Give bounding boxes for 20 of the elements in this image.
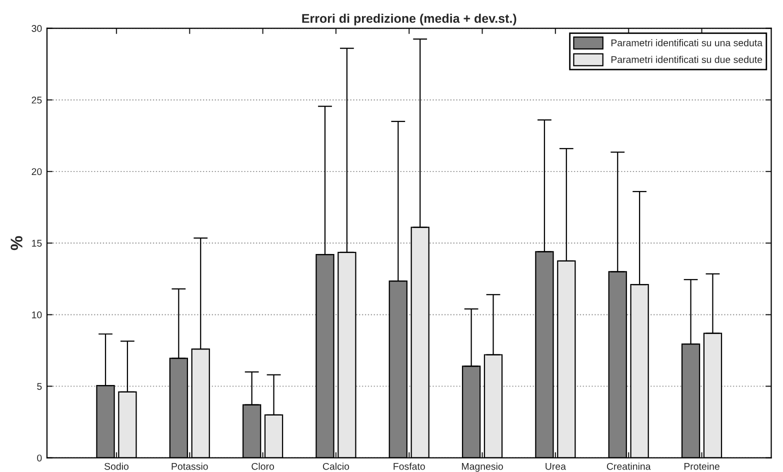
x-tick-label: Magnesio xyxy=(462,462,503,472)
x-tick-label: Creatinina xyxy=(606,462,651,470)
chart-title: Errori di predizione (media + dev.st.) xyxy=(302,14,516,26)
legend-label: Parametri identificati su due sedute xyxy=(611,56,762,64)
x-tick-label: Proteine xyxy=(684,462,720,470)
x-tick-label: Calcio xyxy=(322,462,350,470)
y-tick-label: 15 xyxy=(32,240,42,247)
x-tick-label: Sodio xyxy=(104,462,129,470)
y-tick-label: 20 xyxy=(32,168,42,176)
x-tick-label: Fosfato xyxy=(394,462,425,470)
y-tick-label: 30 xyxy=(32,25,42,32)
y-tick-label: 10 xyxy=(32,311,42,318)
x-tick-label: Cloro xyxy=(252,462,274,470)
y-axis-title: % xyxy=(10,236,22,250)
y-tick-label: 0 xyxy=(37,454,42,462)
y-tick-label: 5 xyxy=(37,383,42,390)
y-tick-label: 25 xyxy=(32,96,42,104)
x-tick-label: Urea xyxy=(546,463,566,470)
legend-label: Parametri identificati su una seduta xyxy=(611,39,763,46)
x-tick-label: Potassio xyxy=(172,462,208,470)
